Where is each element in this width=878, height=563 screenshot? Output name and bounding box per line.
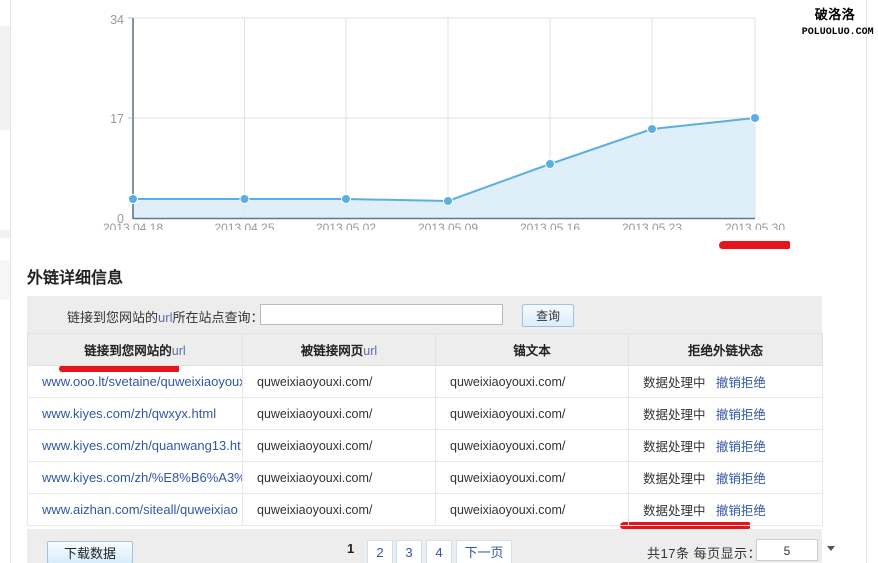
svg-text:2013.05.09: 2013.05.09 — [418, 221, 478, 230]
svg-text:2013.04.25: 2013.04.25 — [214, 221, 274, 230]
svg-text:34: 34 — [110, 13, 124, 27]
svg-text:2013.05.30: 2013.05.30 — [725, 221, 785, 230]
svg-text:2013.05.16: 2013.05.16 — [520, 221, 580, 230]
svg-text:17: 17 — [110, 112, 124, 126]
svg-text:2013.05.23: 2013.05.23 — [622, 221, 682, 230]
svg-text:2013.04.18: 2013.04.18 — [103, 221, 163, 230]
svg-text:2013.05.02: 2013.05.02 — [316, 221, 376, 230]
